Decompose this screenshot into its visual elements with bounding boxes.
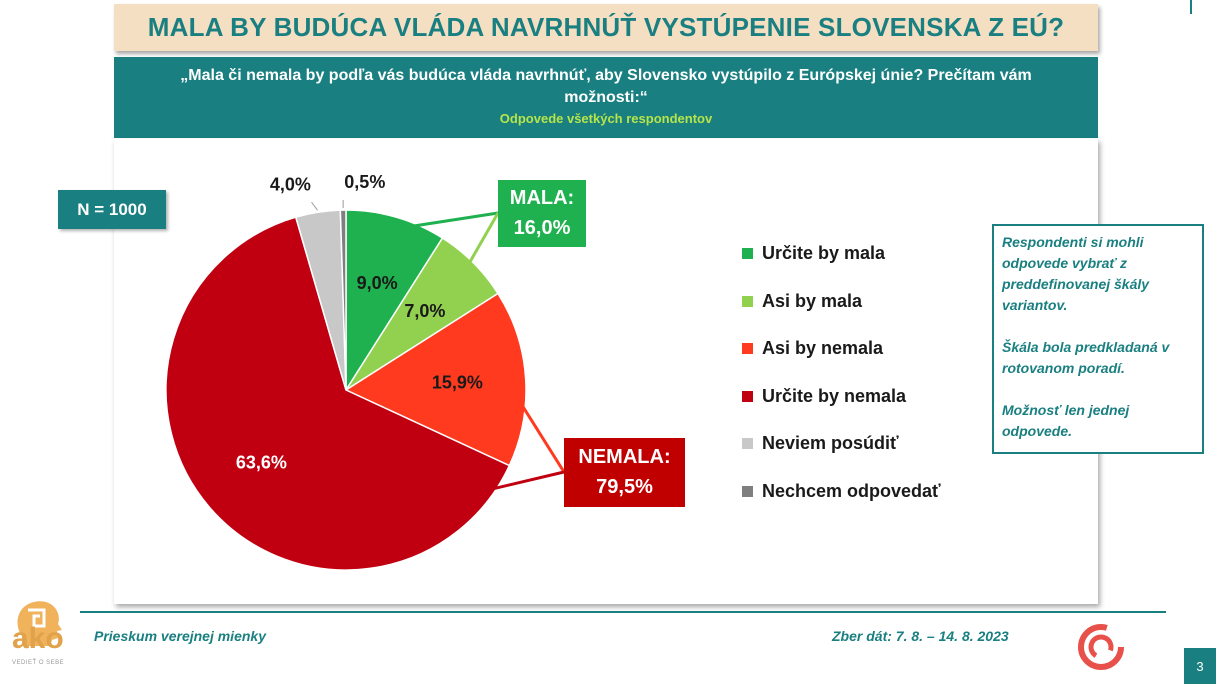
- legend-label-1: Asi by mala: [762, 290, 863, 311]
- legend-label-0: Určite by mala: [762, 243, 886, 264]
- chart-legend: Určite by mala Asi by mala Asi by nemala Ur…: [742, 230, 941, 515]
- pie-data-label-5: 0,5%: [344, 172, 385, 192]
- nemala-total-box: NEMALA: 79,5%: [564, 438, 685, 507]
- pie-data-label-2: 15,9%: [432, 373, 483, 393]
- swirl-logo-icon: [1078, 624, 1124, 670]
- frame-top-line: [1190, 0, 1192, 14]
- nemala-total-value: 79,5%: [596, 476, 653, 498]
- ako-logo-icon: [17, 601, 62, 646]
- legend-item-4: Neviem posúdiť: [742, 420, 941, 468]
- page-number: 3: [1184, 648, 1216, 684]
- title-bar: MALA BY BUDÚCA VLÁDA NAVRHNÚŤ VYSTÚPENIE…: [114, 4, 1098, 51]
- note-paragraph-3: Možnosť len jednej odpovede.: [1002, 402, 1130, 439]
- sample-size-badge: N = 1000: [58, 190, 166, 229]
- pie-leader-line-4: [311, 201, 318, 211]
- pie-slice-5: [339, 209, 347, 391]
- legend-swatch-0: [742, 248, 753, 260]
- mala-connector-2: [463, 212, 500, 273]
- footer-survey-label: Prieskum verejnej mienky: [94, 628, 266, 644]
- legend-swatch-5: [742, 485, 753, 497]
- question-subtitle: Odpovede všetkých respondentov: [499, 111, 713, 126]
- legend-label-2: Asi by nemala: [762, 338, 884, 359]
- mala-total-label: MALA:: [509, 187, 575, 209]
- logo-text: ako: [12, 622, 64, 655]
- question-box: „Mala či nemala by podľa vás budúca vlád…: [114, 57, 1098, 138]
- nemala-connector-2: [259, 470, 565, 546]
- legend-item-5: Nechcem odpovedať: [742, 468, 941, 516]
- pie-data-label-0: 9,0%: [357, 273, 398, 293]
- legend-swatch-1: [742, 295, 753, 307]
- mala-total-box: MALA: 16,0%: [498, 180, 586, 247]
- nemala-connector-1: [520, 404, 566, 473]
- pie-data-label-4: 4,0%: [270, 174, 311, 194]
- logo-tagline: VEDIEŤ O SEBE: [12, 660, 65, 666]
- methodology-note: Respondenti si mohli odpovede vybrať z p…: [992, 224, 1204, 454]
- legend-label-4: Neviem posúdiť: [762, 433, 899, 454]
- footer-date-range: Zber dát: 7. 8. – 14. 8. 2023: [832, 628, 1009, 644]
- pie-slice-0: [345, 209, 444, 393]
- note-paragraph-1: Respondenti si mohli odpovede vybrať z p…: [1002, 234, 1150, 313]
- mala-connector-1: [392, 211, 499, 231]
- pie-data-label-1: 7,0%: [404, 301, 445, 321]
- legend-item-1: Asi by mala: [742, 278, 941, 326]
- question-text: „Mala či nemala by podľa vás budúca vlád…: [180, 67, 1032, 106]
- legend-label-5: Nechcem odpovedať: [762, 480, 941, 501]
- legend-item-0: Určite by mala: [742, 230, 941, 278]
- footer-divider: [80, 611, 1166, 613]
- note-paragraph-2: Škála bola predkladaná v rotovanom porad…: [1002, 339, 1170, 376]
- pie-slice-2: [344, 292, 527, 467]
- legend-item-3: Určite by nemala: [742, 373, 941, 421]
- pie-data-label-3: 63,6%: [236, 453, 287, 473]
- pie-slice-3: [165, 216, 511, 571]
- legend-swatch-4: [742, 438, 753, 450]
- legend-swatch-3: [742, 390, 753, 402]
- page-title: MALA BY BUDÚCA VLÁDA NAVRHNÚŤ VYSTÚPENIE…: [147, 12, 1065, 42]
- mala-total-value: 16,0%: [513, 217, 571, 239]
- legend-swatch-2: [742, 343, 753, 355]
- nemala-total-label: NEMALA:: [578, 446, 671, 468]
- legend-item-2: Asi by nemala: [742, 325, 941, 373]
- legend-label-3: Určite by nemala: [762, 385, 907, 406]
